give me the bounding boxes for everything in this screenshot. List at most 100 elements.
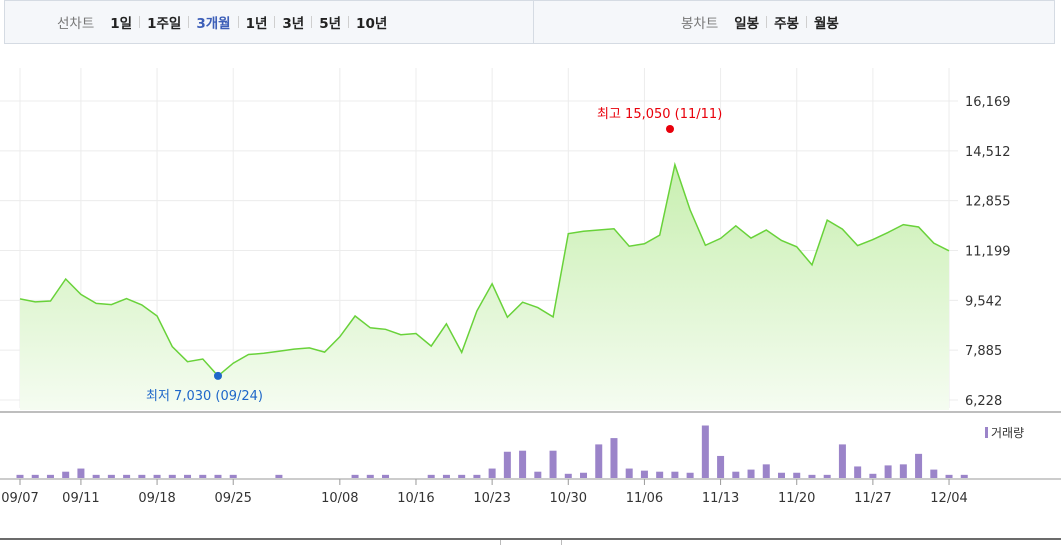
volume-bar — [31, 474, 39, 478]
volume-bar — [534, 471, 542, 478]
volume-bar — [199, 474, 207, 478]
date-tick-label: 10/30 — [550, 491, 587, 506]
tab-1d[interactable]: 1일 — [110, 16, 133, 32]
volume-bar — [184, 474, 192, 478]
date-tick-label: 10/16 — [397, 491, 434, 506]
volume-bar — [503, 451, 511, 478]
volume-bar — [168, 474, 176, 478]
high-annotation: 최고 15,050 (11/11) — [597, 107, 722, 122]
date-tick-label: 11/13 — [702, 491, 739, 506]
volume-bar — [16, 474, 24, 478]
volume-bar — [625, 468, 633, 478]
tab-3y[interactable]: 3년 — [282, 16, 305, 32]
volume-bar — [275, 474, 283, 478]
volume-bar — [793, 472, 801, 478]
date-tick-label: 09/18 — [138, 491, 175, 506]
date-tick-label: 11/06 — [626, 491, 663, 506]
date-tick-label: 12/04 — [930, 491, 967, 506]
volume-bar — [229, 474, 237, 478]
volume-bar — [153, 474, 161, 478]
volume-bar — [778, 472, 785, 478]
volume-bar — [884, 465, 892, 478]
volume-bar — [92, 474, 100, 478]
volume-bar — [519, 450, 527, 478]
high-marker — [666, 125, 674, 133]
volume-bar — [458, 474, 466, 478]
tab-weekly-candle[interactable]: 주봉 — [774, 16, 799, 32]
volume-bar — [762, 464, 770, 478]
volume-bar — [838, 444, 846, 478]
volume-bar — [854, 466, 862, 478]
tab-divider — [188, 16, 190, 28]
low-marker — [213, 371, 222, 380]
volume-bar — [549, 450, 557, 478]
volume-bar — [366, 474, 374, 478]
volume-bar — [488, 468, 496, 478]
volume-bar — [671, 471, 679, 478]
volume-bar — [138, 474, 146, 478]
volume-bar — [656, 471, 664, 478]
volume-bar — [899, 464, 907, 478]
chart-tab-bar: 선차트 1일 1주일 3개월 1년 3년 5년 10년 봉차트 일봉 주봉 월봉 — [4, 0, 1055, 44]
tab-monthly-candle[interactable]: 월봉 — [813, 16, 839, 32]
date-tick-label: 09/07 — [1, 491, 38, 506]
volume-bar — [77, 468, 85, 478]
date-axis: 09/07 09/11 09/18 09/25 10/08 10/16 10/23 10/30… — [1, 479, 968, 506]
volume-bar — [640, 470, 648, 478]
volume-bar — [747, 469, 755, 478]
tab-daily-candle[interactable]: 일봉 — [734, 16, 760, 32]
price-tick-label: 7,885 — [965, 344, 1002, 359]
volume-bar — [107, 474, 115, 478]
tab-1y[interactable]: 1년 — [245, 16, 268, 32]
volume-bar — [808, 474, 816, 478]
tab-divider — [766, 16, 768, 28]
volume-bar — [595, 444, 603, 478]
price-area-fill — [20, 164, 949, 410]
price-tick-label: 16,169 — [965, 95, 1011, 110]
date-tick-label: 10/08 — [321, 491, 358, 506]
volume-bar — [732, 471, 740, 478]
date-tick-label: 09/11 — [62, 491, 99, 506]
tab-1w[interactable]: 1주일 — [147, 16, 182, 32]
price-tick-label: 9,542 — [965, 294, 1002, 309]
date-tick-label: 10/23 — [473, 491, 510, 506]
price-tick-label: 6,228 — [965, 394, 1002, 409]
volume-bar — [717, 455, 725, 478]
date-tick-label: 11/20 — [778, 491, 815, 506]
volume-bar — [62, 471, 70, 478]
volume-bar — [610, 438, 618, 478]
price-tick-label: 12,855 — [965, 195, 1011, 210]
tab-group-divider — [533, 1, 534, 43]
price-axis: 16,169 14,512 12,855 11,199 9,542 7,885 6,228 — [965, 95, 1011, 409]
tab-divider — [274, 16, 276, 28]
volume-legend-icon — [985, 427, 988, 438]
volume-legend: 거래량 — [991, 426, 1024, 440]
tab-divider — [348, 16, 350, 28]
low-annotation: 최저 7,030 (09/24) — [146, 389, 263, 404]
volume-bar — [46, 474, 54, 478]
footer-divider — [0, 538, 1061, 540]
volume-bar — [930, 469, 938, 478]
volume-bar — [915, 453, 923, 478]
tab-divider — [311, 16, 313, 28]
candle-chart-label: 봉차트 — [681, 16, 719, 32]
volume-bar — [960, 474, 968, 478]
volume-bar — [823, 474, 831, 478]
price-tick-label: 14,512 — [965, 145, 1011, 160]
candle-chart-tabs: 봉차트 일봉 주봉 월봉 — [681, 1, 839, 43]
scroll-handle[interactable] — [500, 540, 562, 545]
price-tick-label: 11,199 — [965, 244, 1011, 259]
tab-5y[interactable]: 5년 — [319, 16, 342, 32]
tab-divider — [237, 16, 239, 28]
volume-bar — [686, 472, 694, 478]
tab-10y[interactable]: 10년 — [356, 16, 388, 32]
tab-divider — [139, 16, 141, 28]
line-chart-label: 선차트 — [57, 16, 95, 32]
date-tick-label: 11/27 — [854, 491, 891, 506]
volume-bar — [701, 425, 709, 478]
volume-bar — [123, 474, 131, 478]
volume-bar — [869, 473, 877, 478]
tab-3m[interactable]: 3개월 — [196, 16, 231, 32]
volume-bars — [16, 425, 968, 478]
